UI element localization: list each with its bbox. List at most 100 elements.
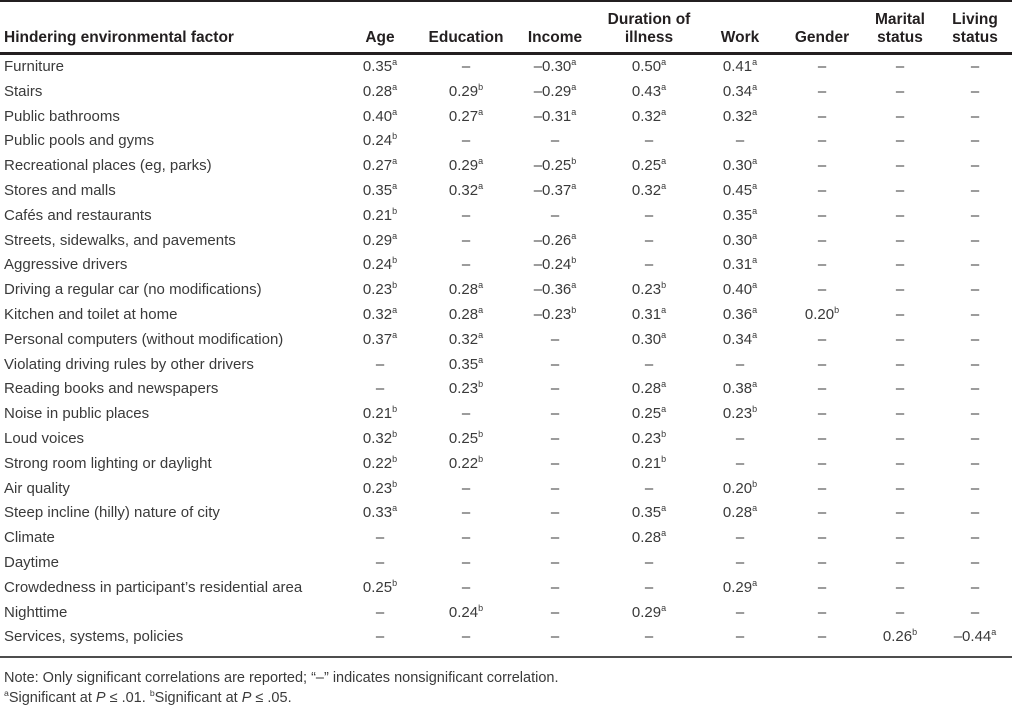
correlation-cell: – [895,479,905,497]
table-row: Reading books and newspapers – 0.23b – 0.28a… [0,377,1012,402]
correlation-table: Hindering environmental factor Age Educat… [0,0,1012,659]
correlation-cell: – [970,553,980,571]
correlation-cell: 0.32a [448,180,484,199]
correlation-cell: – [461,405,471,423]
correlation-cell: – [644,553,654,571]
significance-superscript: a [752,81,758,92]
correlation-cell: – [550,504,560,522]
correlation-cell: – [970,107,980,125]
correlation-cell: – [735,429,745,447]
correlation-cell: – [817,355,827,373]
significance-superscript: a [752,503,758,514]
correlation-cell: 0.27a [448,106,484,125]
table-row: Stairs 0.28a 0.29b –0.29a 0.43a 0.34a – – – [0,80,1012,105]
factor-cell: Public bathrooms [4,107,120,125]
significance-superscript: a [752,379,758,390]
correlation-cell: – [817,107,827,125]
correlation-cell: – [550,330,560,348]
correlation-cell: 0.28a [722,503,758,522]
correlation-cell: 0.25b [448,428,484,447]
correlation-cell: –0.24b [533,255,577,274]
correlation-cell: – [817,479,827,497]
significance-superscript: b [478,81,484,92]
significance-superscript: b [392,453,398,464]
factor-cell: Public pools and gyms [4,132,155,150]
table-row: Aggressive drivers 0.24b – –0.24b – 0.31a – – – [0,253,1012,278]
correlation-cell: 0.24b [362,255,398,274]
correlation-cell: – [970,82,980,100]
correlation-cell: 0.37a [362,329,398,348]
correlation-cell: 0.25a [631,404,667,423]
correlation-cell: – [970,380,980,398]
table-row: Stores and malls 0.35a 0.32a –0.37a 0.32a 0.4… [0,179,1012,204]
correlation-cell: – [970,529,980,547]
significance-superscript: a [752,230,758,241]
significance-superscript: a [478,354,484,365]
table-row: Kitchen and toilet at home 0.32a 0.28a –0.2… [0,303,1012,328]
significance-superscript: a [661,57,667,67]
significance-superscript: b [478,379,484,390]
correlation-cell: – [895,132,905,150]
correlation-cell: – [817,529,827,547]
correlation-cell: – [895,429,905,447]
significance-superscript: a [752,205,758,216]
correlation-cell: 0.34a [722,329,758,348]
correlation-cell: – [735,355,745,373]
correlation-cell: 0.29a [448,156,484,175]
significance-superscript: a [752,156,758,167]
table-row: Cafés and restaurants 0.21b – – – 0.35a – – – [0,204,1012,229]
correlation-cell: 0.21b [362,205,398,224]
correlation-cell: – [375,380,385,398]
correlation-cell: 0.25a [631,156,667,175]
significance-superscript: a [392,304,398,315]
significance-note: aSignificant at P ≤ .01. bSignificant at… [4,688,292,707]
significance-superscript: a [478,180,484,191]
correlation-cell: 0.35a [362,180,398,199]
correlation-cell: – [895,504,905,522]
correlation-cell: – [970,206,980,224]
correlation-cell: – [895,355,905,373]
correlation-cell: – [735,454,745,472]
correlation-cell: – [970,330,980,348]
correlation-cell: – [970,305,980,323]
correlation-cell: – [895,454,905,472]
correlation-cell: –0.37a [533,180,577,199]
correlation-cell: – [970,157,980,175]
significance-superscript: a [478,106,484,117]
correlation-cell: – [970,454,980,472]
significance-superscript: a [661,503,667,514]
significance-superscript: a [661,304,667,315]
correlation-cell: – [461,553,471,571]
correlation-cell: – [461,578,471,596]
correlation-cell: – [970,603,980,621]
correlation-cell: – [550,479,560,497]
correlation-cell: – [375,355,385,373]
correlation-cell: 0.28a [448,304,484,323]
correlation-cell: – [895,529,905,547]
correlation-cell: – [644,479,654,497]
correlation-cell: – [970,256,980,274]
correlation-cell: – [817,231,827,249]
correlation-cell: – [970,132,980,150]
correlation-cell: – [375,603,385,621]
correlation-cell: 0.29a [722,577,758,596]
column-header: Income [510,1,600,55]
correlation-cell: – [550,454,560,472]
correlation-cell: 0.35a [722,205,758,224]
factor-cell: Recreational places (eg, parks) [4,157,212,175]
factor-cell: Stores and malls [4,181,116,199]
correlation-cell: – [895,256,905,274]
significance-superscript: a [392,230,398,241]
significance-superscript: b [478,602,484,613]
correlation-cell: – [550,206,560,224]
correlation-cell: – [817,454,827,472]
significance-superscript: b [661,428,667,439]
correlation-cell: 0.25b [362,577,398,596]
correlation-cell: – [550,405,560,423]
correlation-cell: – [817,256,827,274]
correlation-cell: – [895,107,905,125]
significance-superscript: a [4,688,9,699]
significance-superscript: b [478,428,484,439]
significance-superscript: b [834,304,840,315]
column-header: Living status [938,1,1012,55]
